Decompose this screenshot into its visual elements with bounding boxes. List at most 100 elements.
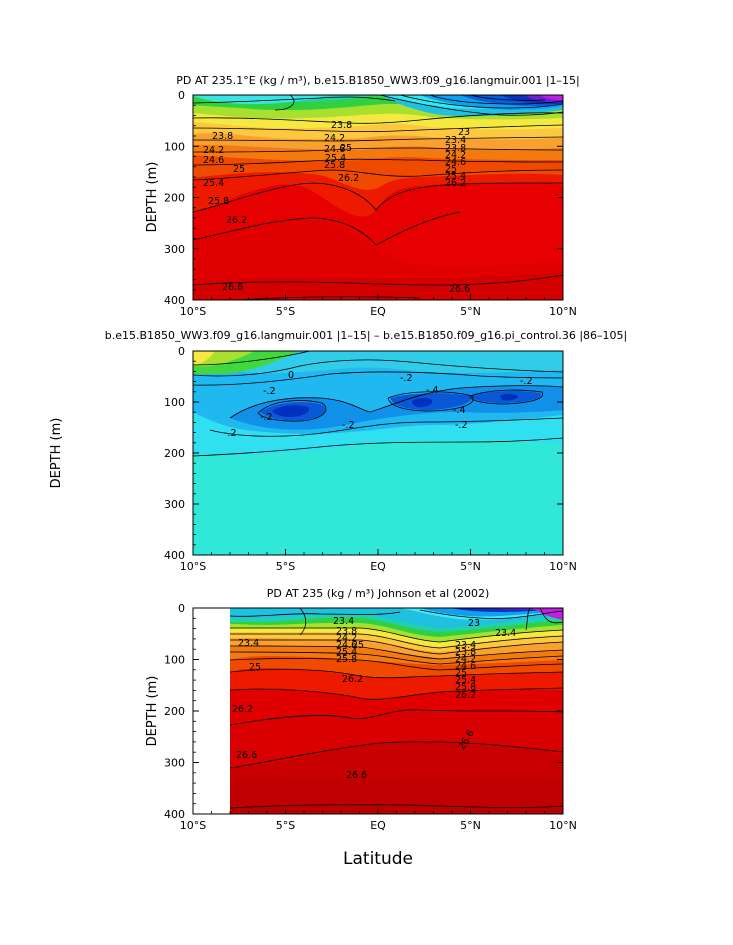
x-tick-label: 5°N [460, 305, 481, 318]
contour-label: 26.6 [236, 750, 257, 761]
contour-label: 25 [233, 164, 245, 175]
contour-label: 24.2 [445, 150, 466, 161]
x-tick-label: 10°N [549, 560, 577, 573]
x-tick-label: EQ [370, 560, 386, 573]
y-tick-label: 200 [164, 447, 185, 460]
contour-label: 23.4 [455, 640, 476, 651]
contour-label: 25.4 [325, 153, 346, 164]
contour-label: 23.8 [212, 131, 233, 142]
x-tick-label: 10°N [549, 305, 577, 318]
panel-2-ylabel: DEPTH (m) [49, 418, 64, 489]
y-tick-label: 400 [164, 808, 185, 821]
contour-label: 24.6 [324, 144, 345, 155]
contour-label: 25.8 [208, 196, 229, 207]
contour-label: 24.2 [203, 145, 224, 156]
contour-label: 26.2 [455, 690, 476, 701]
contour-label: 24.6 [445, 157, 466, 168]
x-tick-label: 10°N [549, 819, 577, 832]
x-tick-label: 5°N [460, 819, 481, 832]
contour-label: 25.8 [336, 654, 357, 665]
panel-1-contour-field [193, 95, 563, 300]
contour-label: 24.2 [455, 654, 476, 665]
contour-label: 0 [288, 370, 294, 381]
contour-label: 24.6 [203, 155, 224, 166]
y-tick-label: 100 [164, 140, 185, 153]
y-tick-label: 200 [164, 705, 185, 718]
contour-label: -.2 [224, 428, 237, 439]
contour-label: 26.2 [226, 215, 247, 226]
contour-label: 25.4 [455, 675, 476, 686]
contour-label: 25 [352, 640, 364, 651]
contour-label: 23.8 [445, 143, 466, 154]
contour-label: 23.8 [331, 120, 352, 131]
contour-label: -.2 [455, 420, 468, 431]
contour-label: 25 [340, 143, 352, 154]
contour-label: 26.2 [232, 704, 253, 715]
y-tick-label: 300 [164, 498, 185, 511]
x-axis-label: Latitude [343, 849, 413, 869]
contour-label: 26.6 [346, 770, 367, 781]
x-tick-label: 10°S [180, 560, 206, 573]
contour-label: 25.8 [455, 682, 476, 693]
contour-label: -.2 [400, 373, 413, 384]
x-tick-label: 5°S [276, 819, 295, 832]
panel-2: b.e15.B1850_WW3.f09_g16.langmuir.001 |1–… [49, 329, 627, 573]
x-tick-label: 10°S [180, 305, 206, 318]
contour-label: 23.4 [495, 628, 516, 639]
contour-label: 23.8 [336, 626, 357, 637]
contour-label: 23.4 [238, 638, 259, 649]
contour-label: 26.2 [342, 674, 363, 685]
contour-label: 24.6 [336, 640, 357, 651]
contour-label: 23.4 [333, 616, 354, 627]
contour-label: 25 [445, 164, 457, 175]
panel-1-title: PD AT 235.1°E (kg / m³), b.e15.B1850_WW3… [176, 74, 579, 87]
contour-label: 26.2 [338, 173, 359, 184]
contour-label: 23.4 [445, 135, 466, 146]
x-tick-label: EQ [370, 819, 386, 832]
x-tick-label: 5°N [460, 560, 481, 573]
contour-label: 26.2 [445, 178, 466, 189]
panel-1-contour-labels: 23.8 24.2 24.6 25 25.4 25.8 26.2 26.6 23… [203, 120, 470, 295]
panel-3-contour-field [230, 608, 563, 814]
contour-label: 23.8 [455, 647, 476, 658]
panel-2-contour-field [193, 351, 563, 555]
x-tick-label: EQ [370, 305, 386, 318]
contour-label: 25 [455, 668, 467, 679]
contour-label: 24.2 [324, 133, 345, 144]
panel-3-title: PD AT 235 (kg / m³) Johnson et al (2002) [267, 587, 490, 600]
contour-label: 26.6 [449, 284, 470, 295]
y-tick-label: 0 [178, 89, 185, 102]
y-tick-label: 400 [164, 549, 185, 562]
contour-label: 24.2 [336, 633, 357, 644]
panel-1: PD AT 235.1°E (kg / m³), b.e15.B1850_WW3… [145, 74, 580, 318]
y-tick-label: 400 [164, 294, 185, 307]
contour-label: 25 [249, 662, 261, 673]
contour-label: -.2 [260, 412, 273, 423]
contour-label: 23 [468, 618, 480, 629]
y-tick-label: 100 [164, 654, 185, 667]
contour-label: 25.4 [445, 171, 466, 182]
x-tick-label: 5°S [276, 305, 295, 318]
panel-3-ylabel: DEPTH (m) [145, 676, 160, 747]
x-tick-label: 10°S [180, 819, 206, 832]
contour-label: 24.6 [455, 661, 476, 672]
contour-label: -.4 [426, 385, 439, 396]
contour-label: -.4 [453, 405, 466, 416]
panel-1-ylabel: DEPTH (m) [145, 162, 160, 233]
panel-2-title: b.e15.B1850_WW3.f09_g16.langmuir.001 |1–… [105, 329, 627, 342]
x-tick-label: 5°S [276, 560, 295, 573]
y-tick-label: 200 [164, 192, 185, 205]
y-tick-label: 100 [164, 396, 185, 409]
panel-3: PD AT 235 (kg / m³) Johnson et al (2002)… [145, 587, 577, 869]
contour-label: 25.8 [324, 160, 345, 171]
y-tick-label: 300 [164, 243, 185, 256]
contour-label: -.2 [263, 386, 276, 397]
y-tick-label: 0 [178, 602, 185, 615]
contour-label: -.2 [520, 376, 533, 387]
contour-label: 25.4 [336, 647, 357, 658]
panel-2-contour-labels: 0 -.2 -.2 -.2 -.4 -.2 -.2 -.2 -.2 -.4 [224, 370, 533, 439]
contour-label: 25.4 [203, 178, 224, 189]
contour-label: -.2 [342, 420, 355, 431]
y-tick-label: 0 [178, 345, 185, 358]
